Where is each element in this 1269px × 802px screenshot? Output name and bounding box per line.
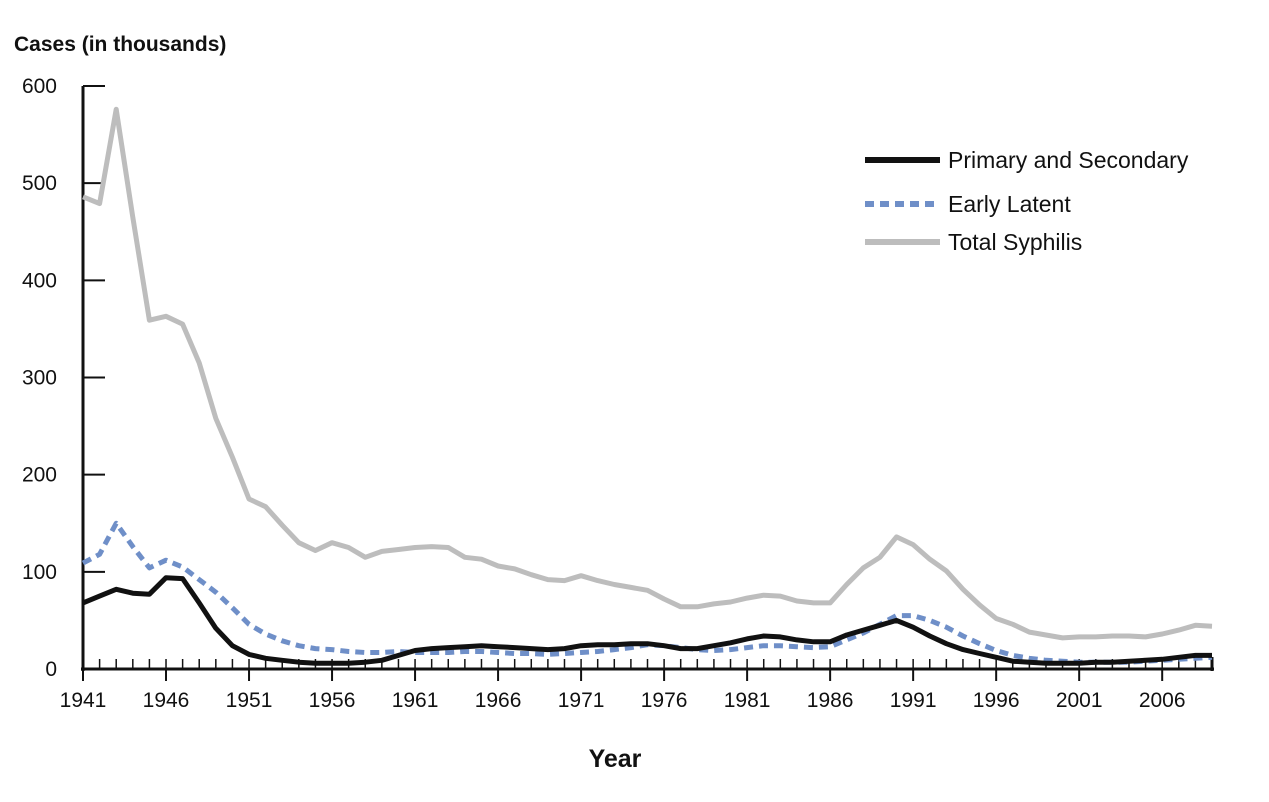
x-tick-label: 1981 xyxy=(724,689,771,712)
legend-label: Early Latent xyxy=(948,191,1071,217)
x-axis-title: Year xyxy=(589,745,642,773)
y-tick-label: 200 xyxy=(22,464,57,487)
x-tick-label: 2001 xyxy=(1056,689,1103,712)
legend-label: Total Syphilis xyxy=(948,229,1082,255)
x-tick-label: 1991 xyxy=(890,689,937,712)
y-tick-label: 500 xyxy=(22,172,57,195)
series-layer xyxy=(81,106,1213,666)
y-tick-label: 400 xyxy=(22,269,57,292)
x-tick-label: 1996 xyxy=(973,689,1020,712)
x-tick-label: 1956 xyxy=(309,689,356,712)
x-tick-label: 2006 xyxy=(1139,689,1186,712)
series-line-total-syphilis xyxy=(82,106,1213,641)
x-tick-label: 1986 xyxy=(807,689,854,712)
x-tick-label: 1976 xyxy=(641,689,688,712)
y-tick-label: 600 xyxy=(22,75,57,98)
axes: 0 100 200 300 400 500 600 1941 1946 1951 1956 1961 1… xyxy=(22,75,1214,712)
x-tick-label: 1971 xyxy=(558,689,605,712)
x-tick-label: 1966 xyxy=(475,689,522,712)
series-line-primary-and-secondary xyxy=(82,575,1212,666)
x-tick-label: 1941 xyxy=(60,689,107,712)
x-tick-label: 1951 xyxy=(226,689,273,712)
y-axis-title: Cases (in thousands) xyxy=(14,33,226,56)
legend: Primary and Secondary Early Latent Total S… xyxy=(865,147,1189,255)
x-tick-label: 1961 xyxy=(392,689,439,712)
y-tick-label: 0 xyxy=(45,658,57,681)
y-tick-label: 100 xyxy=(22,561,57,584)
y-tick-label: 300 xyxy=(22,367,57,390)
legend-label: Primary and Secondary xyxy=(948,147,1189,173)
x-tick-label: 1946 xyxy=(143,689,190,712)
